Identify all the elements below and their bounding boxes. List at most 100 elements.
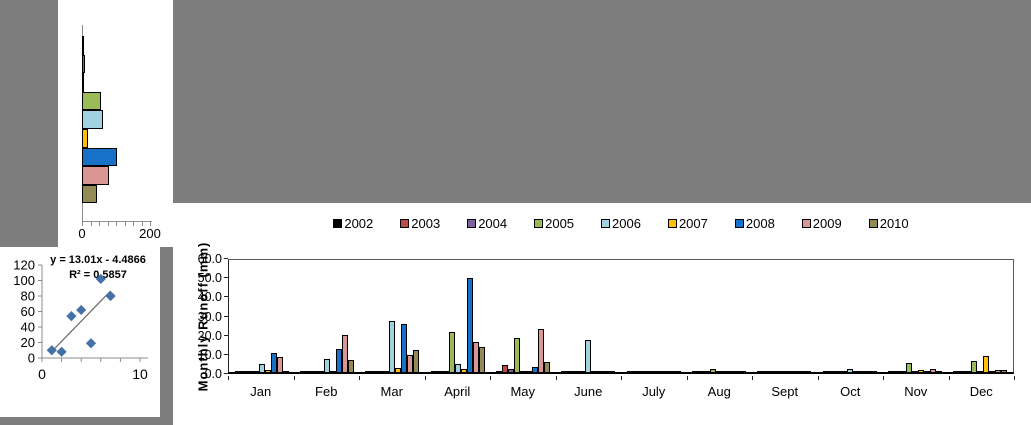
bar-2008-Nov [923,371,930,372]
legend-label: 2010 [879,216,909,231]
annual-x-tick-label: 0 [78,226,86,241]
bar-2009-Sept [799,371,806,372]
bar-2005-Nov [905,363,912,372]
month-label-Aug: Aug [707,384,731,399]
month-group-May [490,260,555,372]
annual-x-tick [150,222,151,226]
bar-2010-Oct [870,371,877,372]
bar-2009-Oct [864,371,871,372]
annual-x-tick [133,222,134,226]
scatter-point [56,346,67,357]
x-tick-mark [817,376,819,380]
bar-2003-Sept [763,371,770,372]
legend-label: 2004 [478,216,508,231]
x-tick-mark [621,376,622,380]
y-tick-label: 20.0 [197,328,222,343]
annual-x-tick-label: 200 [139,226,161,241]
bar-2008-June [597,371,604,372]
x-tick-mark [424,376,426,380]
bar-2006-Dec [977,371,984,372]
bar-2010-May [543,361,550,372]
x-tick-mark [555,376,557,380]
bar-2004-May [507,369,514,372]
y-tick-mark [224,353,228,355]
bar-2004-Sept [769,371,776,372]
month-label-April: April [444,384,471,399]
bar-2006-Jan [258,363,265,372]
legend-swatch-icon [601,219,611,228]
legend-label: 2002 [344,216,374,231]
scatter-point [85,338,97,349]
trendline-equation: y = 13.01x - 4.4866 [50,254,146,266]
bar-2007-Feb [329,371,336,372]
bar-2010-June [609,371,616,372]
month-label-May: May [510,384,536,399]
legend-swatch-icon [467,219,477,228]
scatter-x-tick-label: 0 [38,366,46,382]
y-tick-label: 0.0 [204,367,222,381]
bar-2003-April [436,371,443,372]
x-tick-mark [228,376,229,380]
bar-2006-July [650,371,657,372]
bar-2005-Dec [971,361,978,372]
legend-item-2002: 2002 [333,216,373,231]
y-tick-label: 40.0 [197,290,222,305]
annual-bar-2003 [82,54,86,74]
legend-swatch-icon [667,219,677,228]
bar-2009-July [668,371,675,372]
bar-2008-Oct [858,371,865,372]
x-tick-mark [1014,376,1015,380]
bar-2006-May [519,371,526,372]
month-group-July [621,260,686,372]
bar-2007-July [656,371,663,372]
bar-2003-June [567,371,574,372]
bar-2002-Feb [299,371,306,372]
annual-x-tick [116,222,117,226]
bar-2009-May [537,329,544,372]
bar-2003-Feb [305,371,312,372]
month-label-Oct: Oct [840,384,861,399]
bar-2004-June [573,371,580,372]
plot-area [228,259,1014,374]
bar-2010-Feb [347,359,354,372]
annual-totals-chart: 0 200 [58,0,173,247]
bar-2002-June [561,371,568,372]
bar-2006-Feb [323,359,330,372]
month-group-Jan [229,260,294,372]
scatter-y-tick-label: 60 [21,304,35,319]
bar-2010-Mar [413,350,420,372]
month-group-April [425,260,490,372]
month-label-June: June [574,384,603,399]
legend-item-2003: 2003 [400,216,440,231]
bar-2009-Nov [929,368,936,372]
bar-2010-Aug [739,371,746,372]
scatter-y-tick-label: 80 [21,289,35,304]
month-label-Dec: Dec [969,384,993,399]
y-tick-mark [224,277,228,279]
bar-2006-June [585,339,592,372]
r-squared-label: R² = 0.5857 [69,269,127,281]
bar-2010-Jan [282,371,289,372]
annual-bar-2006 [82,110,104,129]
annual-bar-2008 [82,147,118,167]
scatter-y-tick-label: 20 [21,335,35,350]
bar-2006-Mar [389,321,396,372]
bar-2007-June [591,371,598,372]
month-group-Dec [948,260,1013,372]
y-tick-mark [224,373,228,374]
x-tick-mark [686,376,688,380]
bar-2003-Oct [828,371,835,372]
legend-label: 2006 [612,216,641,231]
bar-2003-Nov [893,371,900,372]
bar-2003-May [501,364,508,372]
x-tick-mark [490,376,491,380]
y-tick-mark [224,315,228,317]
annual-bar-2002 [82,36,84,55]
bar-2002-Nov [887,371,894,372]
bar-2005-Sept [775,371,782,372]
annual-bar-2005 [82,91,101,111]
bar-2002-April [430,371,437,372]
scatter-y-tick-label: 40 [21,320,35,335]
legend-swatch-icon [333,219,343,228]
